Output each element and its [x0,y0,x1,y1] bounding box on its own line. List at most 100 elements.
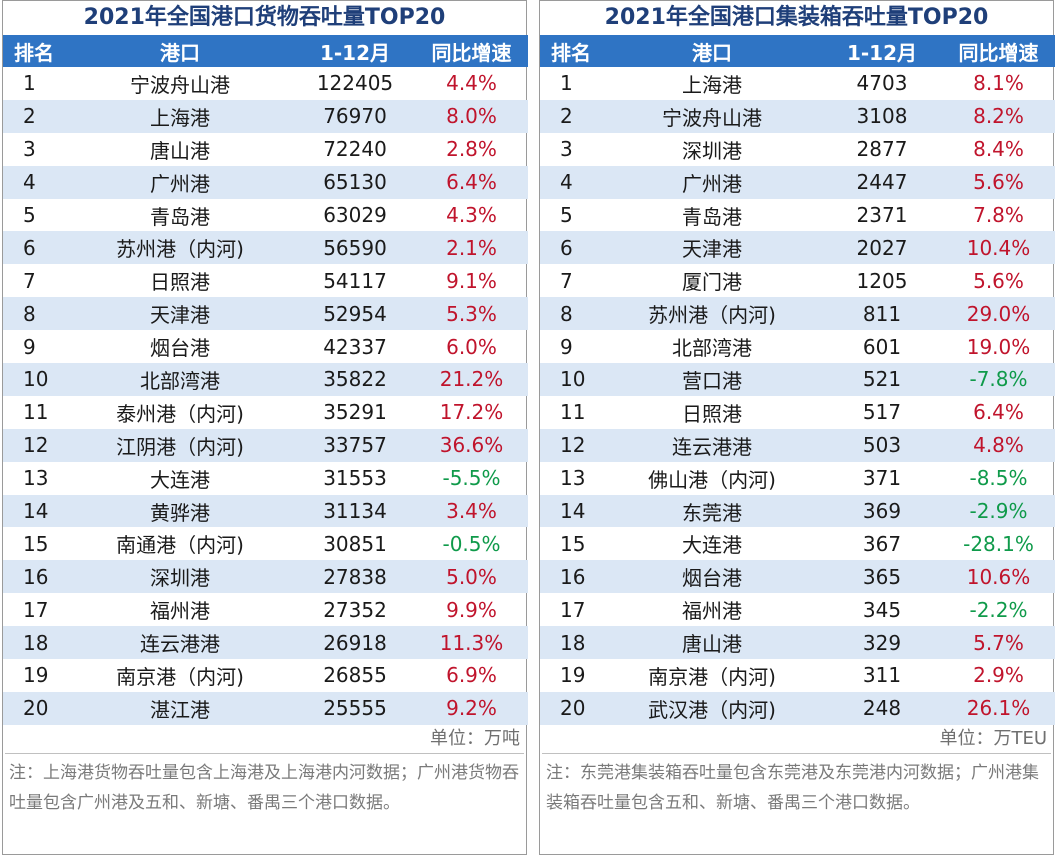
table-row: 8 苏州港（内河) 811 29.0% [540,297,1055,331]
rank-cell: 2 [3,99,65,133]
growth-cell: 2.8% [446,137,497,162]
port-name-cell: 大连港 [682,533,742,558]
rank-cell: 8 [3,297,65,331]
rank-cell: 3 [560,137,573,162]
growth-cell: 4.3% [446,203,497,227]
table-row: 12 江阴港（内河) 33757 36.6% [3,428,528,462]
port-name-cell: 唐山港 [602,626,822,660]
port-name-cell: 青岛港 [150,204,210,229]
port-name-cell: 南京港（内河) [648,664,776,689]
cargo-unit-label: 单位：万吨 [430,727,520,749]
table-row: 19 南京港（内河) 311 2.9% [540,659,1055,692]
header-growth: 同比增速 [942,35,1055,67]
header-rank: 排名 [3,35,65,67]
port-name-cell: 连云港港 [602,428,822,462]
table-row: 11 日照港 517 6.4% [540,396,1055,429]
table-row: 3 深圳港 2877 8.4% [540,133,1055,166]
growth-cell: 2.9% [973,663,1024,688]
value-cell: 311 [862,663,902,688]
container-table-header: 排名 港口 1-12月 同比增速 [540,35,1055,67]
divider [542,752,1051,754]
value-cell: 503 [822,428,942,462]
container-throughput-panel: 2021年全国港口集装箱吞吐量TOP20 排名 港口 1-12月 同比增速 1 上… [539,0,1055,855]
table-row: 1 上海港 4703 8.1% [540,67,1055,100]
table-row: 7 日照港 54117 9.1% [3,264,528,297]
table-row: 18 连云港港 26918 11.3% [3,626,528,660]
value-cell: 63029 [323,203,387,227]
rank-cell: 17 [23,597,49,622]
rank-cell: 5 [560,203,573,227]
header-rank: 排名 [540,35,602,67]
table-row: 6 天津港 2027 10.4% [540,231,1055,265]
growth-cell: 6.9% [446,663,497,688]
rank-cell: 9 [23,334,36,359]
table-row: 17 福州港 345 -2.2% [540,593,1055,626]
table-row: 10 北部湾港 35822 21.2% [3,363,528,396]
rank-cell: 10 [540,363,602,396]
table-row: 8 天津港 52954 5.3% [3,297,528,331]
rank-cell: 11 [23,400,49,425]
table-row: 15 大连港 367 -28.1% [540,527,1055,560]
value-cell: 811 [822,297,942,331]
growth-cell: 11.3% [415,626,528,660]
table-row: 15 南通港（内河) 30851 -0.5% [3,527,528,560]
rank-cell: 18 [540,626,602,660]
value-cell: 3108 [822,99,942,133]
table-row: 20 武汉港（内河) 248 26.1% [540,691,1055,725]
value-cell: 521 [822,363,942,396]
rank-cell: 4 [540,165,602,199]
table-row: 2 宁波舟山港 3108 8.2% [540,99,1055,133]
port-name-cell: 青岛港 [682,204,742,229]
table-row: 6 苏州港（内河) 56590 2.1% [3,231,528,265]
table-row: 3 唐山港 72240 2.8% [3,133,528,166]
port-name-cell: 天津港 [65,297,295,331]
container-table-title: 2021年全国港口集装箱吞吐量TOP20 [604,5,989,30]
rank-cell: 15 [560,531,586,556]
value-cell: 76970 [295,99,415,133]
table-row: 4 广州港 2447 5.6% [540,165,1055,199]
value-cell: 369 [822,494,942,528]
table-row: 16 深圳港 27838 5.0% [3,560,528,594]
cargo-table: 排名 港口 1-12月 同比增速 1 宁波舟山港 122405 4.4% 2 上海港 769… [3,35,528,725]
rank-cell: 8 [540,297,602,331]
table-row: 12 连云港港 503 4.8% [540,428,1055,462]
table-row: 2 上海港 76970 8.0% [3,99,528,133]
growth-cell: 29.0% [942,297,1055,331]
growth-cell: 6.4% [415,165,528,199]
header-value: 1-12月 [295,35,415,67]
growth-cell: 9.1% [446,268,497,293]
port-name-cell: 宁波舟山港 [130,72,230,97]
value-cell: 35822 [295,363,415,396]
rank-cell: 3 [23,137,36,162]
table-row: 14 东莞港 369 -2.9% [540,494,1055,528]
port-name-cell: 天津港 [602,231,822,265]
value-cell: 26918 [295,626,415,660]
value-cell: 601 [862,334,902,359]
rank-cell: 7 [23,268,36,293]
container-unit-label: 单位：万TEU [939,727,1047,749]
port-name-cell: 南通港（内河) [116,533,244,558]
rank-cell: 17 [560,597,586,622]
port-name-cell: 北部湾港 [65,363,295,396]
table-row: 1 宁波舟山港 122405 4.4% [3,67,528,100]
port-name-cell: 湛江港 [65,691,295,725]
value-cell: 65130 [295,165,415,199]
rank-cell: 18 [3,626,65,660]
rank-cell: 19 [560,663,586,688]
rank-cell: 12 [540,428,602,462]
growth-cell: 6.4% [973,400,1024,425]
value-cell: 2877 [856,137,908,162]
rank-cell: 7 [560,268,573,293]
rank-cell: 9 [560,334,573,359]
growth-cell: 26.1% [942,691,1055,725]
value-cell: 345 [862,597,902,622]
value-cell: 54117 [323,268,387,293]
port-name-cell: 厦门港 [682,270,742,295]
table-row: 5 青岛港 63029 4.3% [3,199,528,232]
value-cell: 365 [822,560,942,594]
growth-cell: 5.3% [415,297,528,331]
value-cell: 122405 [316,71,394,96]
rank-cell: 11 [560,400,586,425]
growth-cell: -2.9% [942,494,1055,528]
value-cell: 27838 [295,560,415,594]
